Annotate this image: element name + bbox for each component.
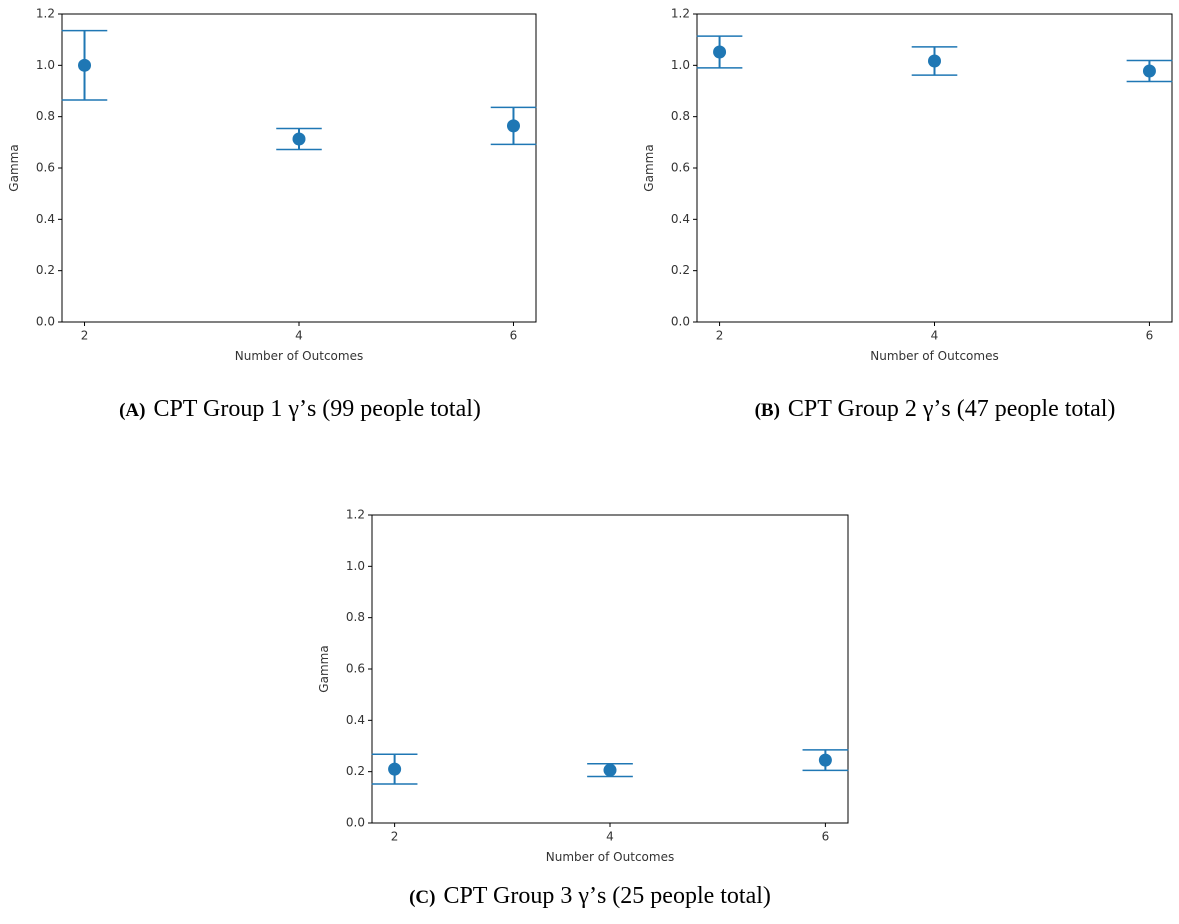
y-tick-label: 0.8 (671, 109, 690, 123)
x-tick-label: 2 (81, 329, 89, 343)
point (818, 753, 832, 767)
y-tick-label: 0.0 (36, 315, 55, 329)
chart: 0.0 0.2 0.4 0.6 0.8 1.0 1.2 2 4 6 Number of Outcom… (317, 508, 849, 909)
x-axis-label: Number of Outcomes (235, 349, 363, 363)
x-axis-label: Number of Outcomes (870, 349, 998, 363)
x-tick-label: 6 (510, 329, 518, 343)
caption-text: CPT Group 3 γ’s (25 people total) (443, 883, 770, 909)
point (388, 762, 402, 776)
y-tick-label: 0.6 (346, 662, 365, 676)
plot-frame (61, 13, 537, 323)
x-axis-label: Number of Outcomes (546, 850, 674, 864)
y-tick-label: 0.2 (671, 263, 690, 277)
y-tick-label: 0.2 (346, 764, 365, 778)
y-tick-label: 1.2 (671, 7, 690, 21)
y-tick-label: 0.4 (346, 713, 365, 727)
y-tick-label: 1.0 (671, 58, 690, 72)
y-tick-label: 1.2 (346, 508, 365, 522)
x-tick-label: 4 (931, 329, 939, 343)
y-tick-label: 0.6 (671, 161, 690, 175)
point (603, 763, 617, 777)
caption-text: CPT Group 2 γ’s (47 people total) (788, 396, 1115, 422)
caption-text: CPT Group 1 γ’s (99 people total) (153, 396, 480, 422)
y-axis-label: Gamma (7, 144, 21, 191)
y-tick-label: 0.6 (36, 161, 55, 175)
point (292, 132, 306, 146)
caption-label: (A) (119, 400, 145, 421)
y-tick-label: 0.0 (671, 315, 690, 329)
y-tick-label: 0.0 (346, 816, 365, 830)
point (713, 45, 727, 59)
caption: (C) CPT Group 3 γ’s (25 people total) (409, 883, 771, 909)
x-tick-label: 6 (822, 830, 830, 844)
y-tick-label: 1.2 (36, 7, 55, 21)
y-tick-label: 0.4 (671, 212, 690, 226)
caption-label: (C) (409, 887, 435, 908)
point (1142, 64, 1156, 78)
caption-label: (B) (755, 400, 780, 421)
x-tick-label: 2 (391, 830, 399, 844)
point (928, 54, 941, 68)
y-tick-label: 0.4 (36, 212, 55, 226)
point (506, 119, 520, 133)
y-tick-label: 0.8 (346, 610, 365, 624)
y-axis-label: Gamma (317, 645, 331, 692)
y-tick-label: 1.0 (346, 559, 365, 573)
chart: 0.0 0.2 0.4 0.6 0.8 1.0 1.2 2 4 6 Number of Outcom… (642, 7, 1173, 422)
y-tick-label: 1.0 (36, 58, 55, 72)
caption: (A) CPT Group 1 γ’s (99 people total) (119, 396, 481, 422)
x-tick-label: 4 (606, 830, 614, 844)
chart: 0.0 0.2 0.4 0.6 0.8 1.0 1.2 2 4 6 Number of Outcom… (7, 7, 537, 422)
caption: (B) CPT Group 2 γ’s (47 people total) (755, 396, 1116, 422)
x-tick-label: 6 (1146, 329, 1154, 343)
point (78, 58, 92, 72)
y-tick-label: 0.2 (36, 263, 55, 277)
x-tick-label: 2 (716, 329, 724, 343)
y-tick-label: 0.8 (36, 109, 55, 123)
x-tick-label: 4 (295, 329, 303, 343)
y-axis-label: Gamma (642, 144, 656, 191)
